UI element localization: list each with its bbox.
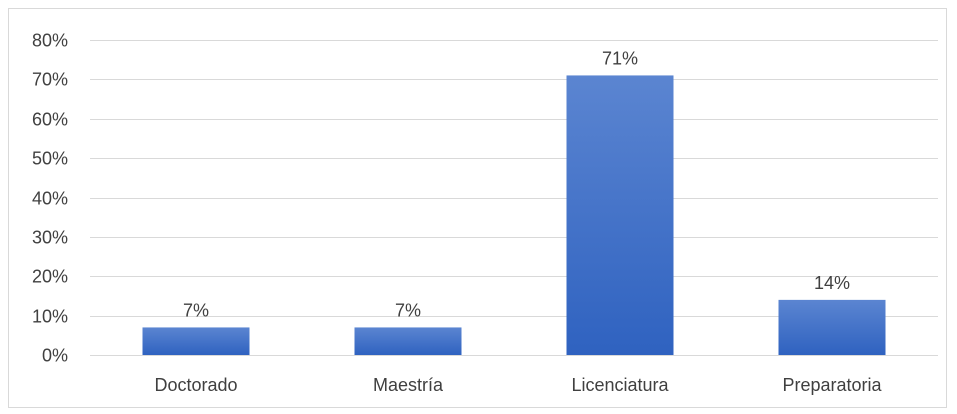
x-tick-label: Maestría xyxy=(373,375,444,395)
bar xyxy=(354,327,462,355)
gridlines xyxy=(90,40,938,356)
y-tick-label: 0% xyxy=(42,346,68,366)
y-tick-label: 70% xyxy=(32,70,68,90)
x-axis: Doctorado Maestría Licenciatura Preparatori… xyxy=(154,375,882,395)
bar xyxy=(778,299,886,355)
y-tick-label: 30% xyxy=(32,228,68,248)
y-tick-label: 50% xyxy=(32,149,68,169)
bar xyxy=(142,327,250,355)
data-label: 71% xyxy=(602,48,638,68)
data-label: 14% xyxy=(814,273,850,293)
data-label: 7% xyxy=(183,300,209,320)
y-tick-label: 20% xyxy=(32,267,68,287)
y-tick-label: 10% xyxy=(32,307,68,327)
x-tick-label: Doctorado xyxy=(154,375,237,395)
data-labels: 7% 7% 71% 14% xyxy=(183,48,850,320)
x-tick-label: Preparatoria xyxy=(782,375,882,395)
data-label: 7% xyxy=(395,300,421,320)
y-tick-label: 80% xyxy=(32,31,68,51)
y-tick-label: 40% xyxy=(32,189,68,209)
y-axis: 0% 10% 20% 30% 40% 50% 60% 70% 80% xyxy=(32,31,68,366)
bar xyxy=(566,75,674,355)
y-tick-label: 60% xyxy=(32,110,68,130)
x-tick-label: Licenciatura xyxy=(571,375,669,395)
bars xyxy=(142,75,886,355)
